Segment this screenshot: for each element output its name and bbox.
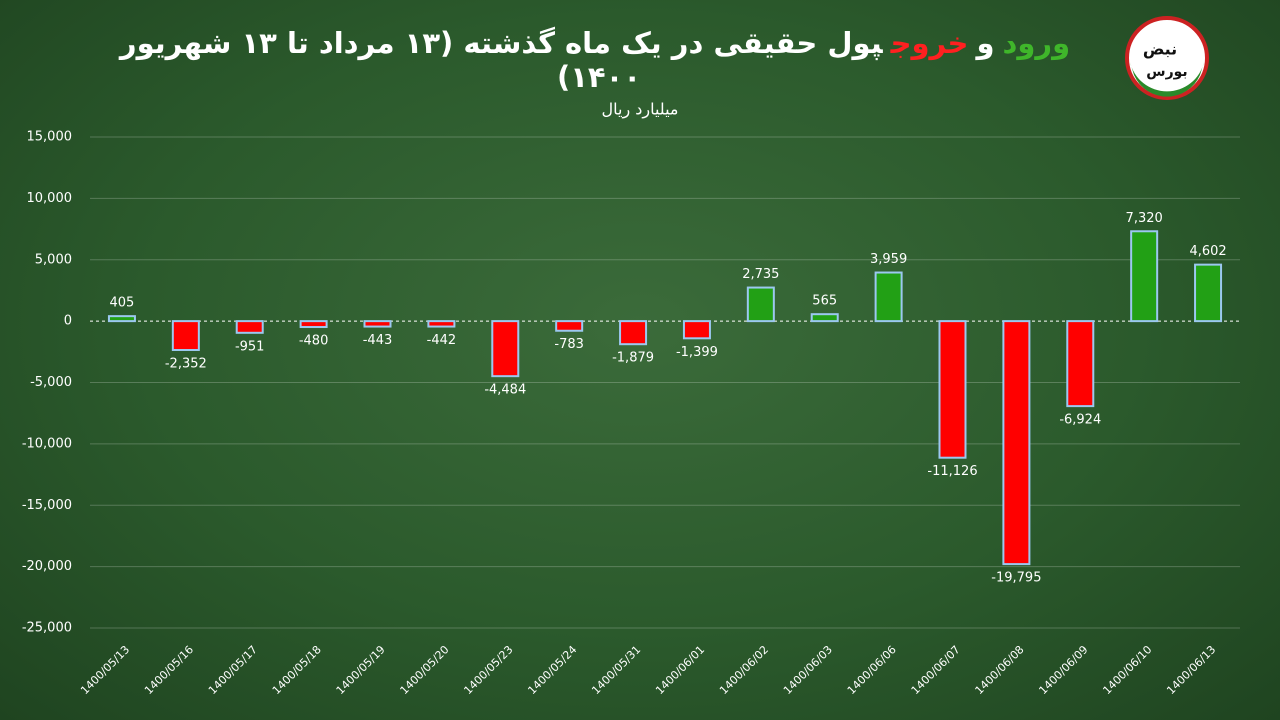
y-tick-label: -10,000 (22, 436, 72, 451)
x-tick-label: 1400/06/13 (1164, 643, 1218, 697)
bar (427, 320, 456, 328)
logo (1125, 16, 1209, 100)
y-tick-label: 5,000 (35, 252, 72, 267)
x-tick-label: 1400/05/16 (142, 643, 196, 697)
title-part: خروج (890, 26, 969, 60)
value-label: -2,352 (165, 356, 207, 371)
bar (363, 320, 392, 328)
x-tick-label: 1400/06/02 (717, 643, 771, 697)
bar (1194, 263, 1223, 323)
y-tick-label: -20,000 (22, 559, 72, 574)
value-label: 2,735 (742, 267, 779, 282)
bar (491, 320, 520, 378)
x-tick-label: 1400/06/01 (653, 643, 707, 697)
x-tick-label: 1400/05/31 (589, 643, 643, 697)
title-part: ورود (1002, 26, 1071, 60)
x-tick-label: 1400/06/10 (1100, 643, 1154, 697)
value-label: -442 (427, 333, 457, 348)
bar (810, 313, 839, 323)
x-tick-label: 1400/06/08 (973, 643, 1027, 697)
y-tick-label: -15,000 (22, 498, 72, 513)
value-label: -480 (299, 334, 329, 349)
bar (874, 271, 903, 323)
bar (746, 286, 775, 323)
title-part: پول حقیقی در یک ماه گذشته (۱۳ مرداد تا ۱… (119, 26, 883, 94)
value-label: 565 (812, 294, 837, 309)
x-tick-label: 1400/06/07 (909, 643, 963, 697)
bar (555, 320, 584, 332)
y-tick-label: 15,000 (27, 130, 73, 145)
value-label: -6,924 (1059, 413, 1101, 428)
bar (107, 315, 136, 323)
y-tick-label: -25,000 (22, 621, 72, 636)
x-tick-label: 1400/05/24 (525, 643, 579, 697)
value-label: -443 (363, 333, 393, 348)
x-tick-label: 1400/05/18 (270, 643, 324, 697)
x-tick-label: 1400/05/23 (461, 643, 515, 697)
bar (682, 320, 711, 340)
chart-subtitle: میلیارد ریال (601, 100, 678, 120)
chart-title: ورودوخروجپول حقیقی در یک ماه گذشته (۱۳ م… (100, 26, 1090, 94)
x-tick-label: 1400/06/03 (781, 643, 835, 697)
title-part: و (976, 26, 995, 60)
value-label: -951 (235, 339, 265, 354)
x-tick-label: 1400/05/20 (398, 643, 452, 697)
bar (171, 320, 200, 351)
x-tick-label: 1400/06/09 (1036, 643, 1090, 697)
value-label: -783 (554, 337, 584, 352)
bar (1130, 230, 1159, 323)
value-label: 7,320 (1126, 211, 1163, 226)
value-label: 3,959 (870, 252, 907, 267)
logo-text: نبض (1143, 40, 1177, 59)
bar (299, 320, 328, 329)
value-label: -11,126 (927, 464, 977, 479)
bar (619, 320, 648, 346)
logo-text: بورس (1146, 64, 1187, 80)
bar (1002, 320, 1031, 566)
value-label: -1,399 (676, 345, 718, 360)
bar (938, 320, 967, 459)
value-label: -4,484 (484, 383, 526, 398)
logo-band (1130, 62, 1204, 97)
y-tick-label: 0 (64, 314, 72, 329)
x-tick-label: 1400/05/13 (78, 643, 132, 697)
value-label: -19,795 (991, 571, 1041, 586)
value-label: 4,602 (1189, 244, 1226, 259)
bar (235, 320, 264, 334)
x-tick-label: 1400/06/06 (845, 643, 899, 697)
x-tick-label: 1400/05/19 (334, 643, 388, 697)
y-tick-label: 10,000 (27, 191, 73, 206)
bar (1066, 320, 1095, 408)
x-tick-label: 1400/05/17 (206, 643, 260, 697)
value-label: -1,879 (612, 351, 654, 366)
value-label: 405 (110, 296, 135, 311)
y-tick-label: -5,000 (30, 375, 72, 390)
